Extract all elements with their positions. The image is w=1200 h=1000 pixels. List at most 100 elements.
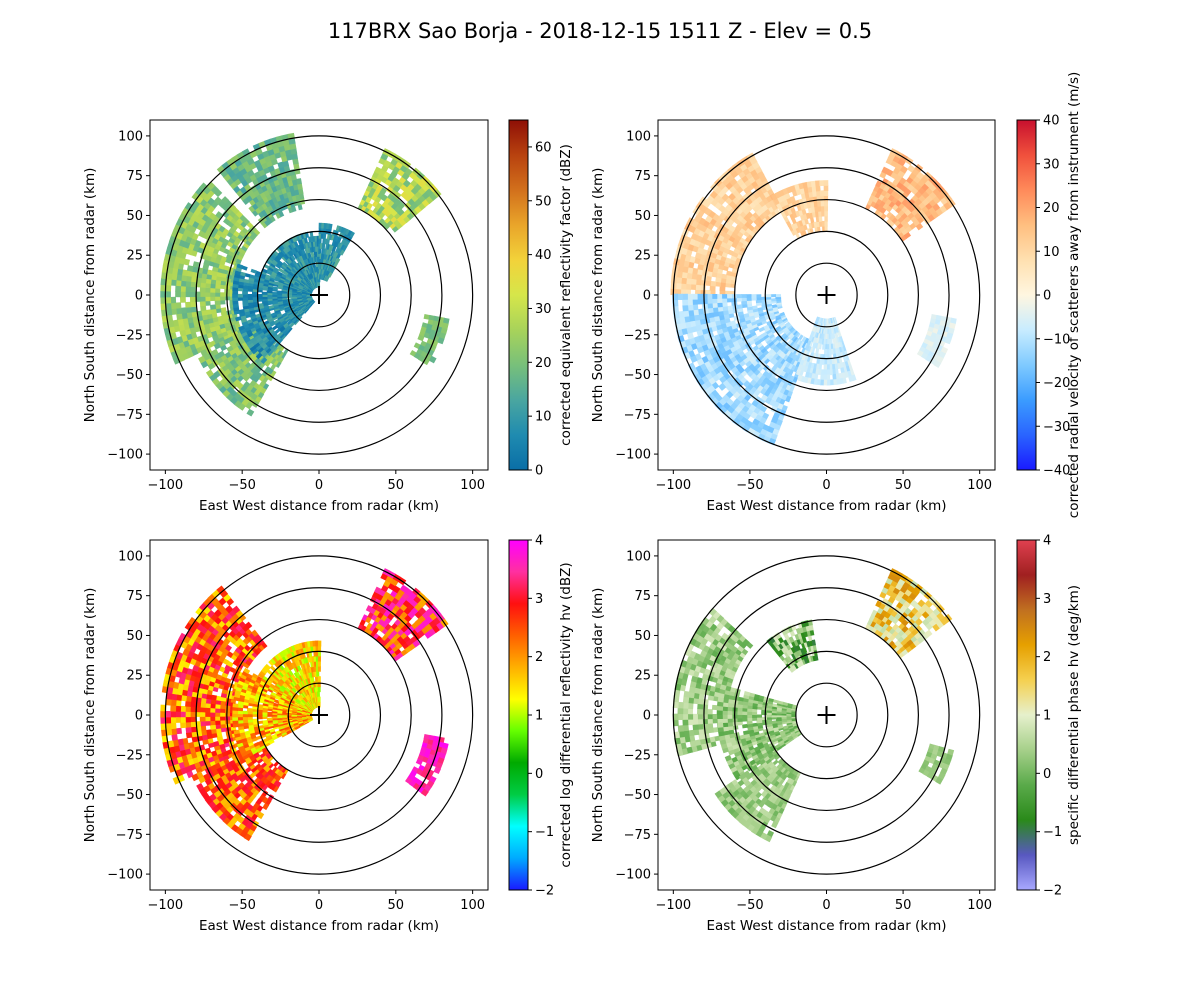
radar-gate <box>199 182 208 192</box>
radar-gate <box>804 345 810 352</box>
radar-gate <box>251 347 259 355</box>
radar-gate <box>264 310 271 315</box>
radar-gate <box>233 729 240 735</box>
radar-gate <box>366 622 373 630</box>
radar-gate <box>755 296 762 301</box>
radar-gate <box>190 276 197 283</box>
radar-gate <box>232 719 239 725</box>
radar-gate <box>802 181 809 189</box>
radar-gate <box>223 217 231 226</box>
radar-gate <box>296 664 302 672</box>
radar-echo-region <box>672 293 812 446</box>
radar-gate <box>296 178 302 185</box>
radar-gate <box>282 254 289 261</box>
radar-gate <box>175 302 182 309</box>
radar-gate <box>771 358 779 366</box>
colorbar-tick-label: 20 <box>1043 201 1060 216</box>
radar-gate <box>717 263 725 271</box>
radar-gate <box>790 229 797 236</box>
radar-gate <box>268 659 275 667</box>
radar-gate <box>317 665 321 672</box>
radar-gate <box>788 224 794 232</box>
radar-gate <box>165 722 172 730</box>
radar-gate <box>752 326 760 332</box>
radar-gate <box>317 701 321 708</box>
radar-gate <box>947 327 955 335</box>
radar-gate <box>220 255 227 262</box>
radar-gate <box>232 293 238 298</box>
radar-gate <box>763 326 771 333</box>
radar-gate <box>291 205 297 213</box>
radar-gate <box>260 754 268 761</box>
radar-gate <box>814 211 820 218</box>
radar-gate <box>706 270 713 277</box>
radar-gate <box>901 198 910 207</box>
radar-gate <box>216 585 226 595</box>
radar-gate <box>828 328 832 335</box>
radar-gate <box>257 685 264 691</box>
radar-gate <box>824 210 828 217</box>
radar-gate <box>264 274 271 279</box>
radar-gate <box>740 294 747 298</box>
radar-gate <box>794 361 801 368</box>
radar-gate <box>222 210 230 219</box>
radar-gate <box>756 334 764 341</box>
radar-gate <box>269 665 277 672</box>
radar-gate <box>832 337 837 345</box>
radar-gate <box>283 165 291 173</box>
radar-gate <box>284 672 291 679</box>
radar-echo-region <box>357 568 449 662</box>
radar-gate <box>210 698 217 705</box>
radar-gate <box>228 630 237 638</box>
radar-gate <box>332 235 338 242</box>
range-ring-40 <box>256 230 382 360</box>
radar-gate <box>248 681 255 687</box>
radar-gate <box>219 589 229 598</box>
radar-gate <box>342 239 349 246</box>
radar-gate <box>272 656 279 663</box>
radar-gate <box>820 205 825 212</box>
radar-gate <box>287 250 293 257</box>
radar-gate <box>834 332 839 339</box>
radar-gate <box>242 710 248 715</box>
radar-gate <box>732 398 742 407</box>
radar-gate <box>770 294 777 298</box>
y-tick-label: −75 <box>624 408 651 423</box>
radar-gate <box>251 673 259 679</box>
radar-gate <box>759 317 767 323</box>
radar-gate <box>271 268 279 274</box>
radar-gate <box>317 640 322 647</box>
radar-gate <box>808 191 814 198</box>
radar-gate <box>271 270 278 276</box>
radar-gate <box>675 288 682 296</box>
radar-gate <box>930 313 938 320</box>
radar-gate <box>210 597 220 606</box>
radar-gate <box>835 378 841 385</box>
radar-gate <box>773 339 780 346</box>
radar-gate <box>249 345 257 352</box>
radar-gate <box>247 293 253 298</box>
radar-gate <box>795 368 802 376</box>
radar-gate <box>226 345 234 353</box>
radar-gate <box>706 298 713 304</box>
radar-gate <box>759 387 767 395</box>
radar-gate <box>214 699 222 705</box>
radar-gate <box>201 734 208 741</box>
radar-echo-region <box>864 148 956 242</box>
radar-gate <box>253 680 261 687</box>
radar-gate <box>256 716 263 720</box>
radar-gate <box>719 282 726 288</box>
radar-gate <box>255 735 262 741</box>
radar-gate <box>821 220 826 227</box>
radar-gate <box>335 252 342 260</box>
radar-gate <box>206 181 216 191</box>
radar-gate <box>257 740 264 746</box>
radar-gate <box>206 317 214 324</box>
radar-gate <box>281 298 288 303</box>
radar-gate <box>175 699 182 707</box>
radar-gate <box>215 211 224 219</box>
radar-gate <box>248 324 256 330</box>
radar-gate <box>834 363 839 370</box>
radar-gate <box>303 263 310 271</box>
radar-gate <box>254 313 262 319</box>
